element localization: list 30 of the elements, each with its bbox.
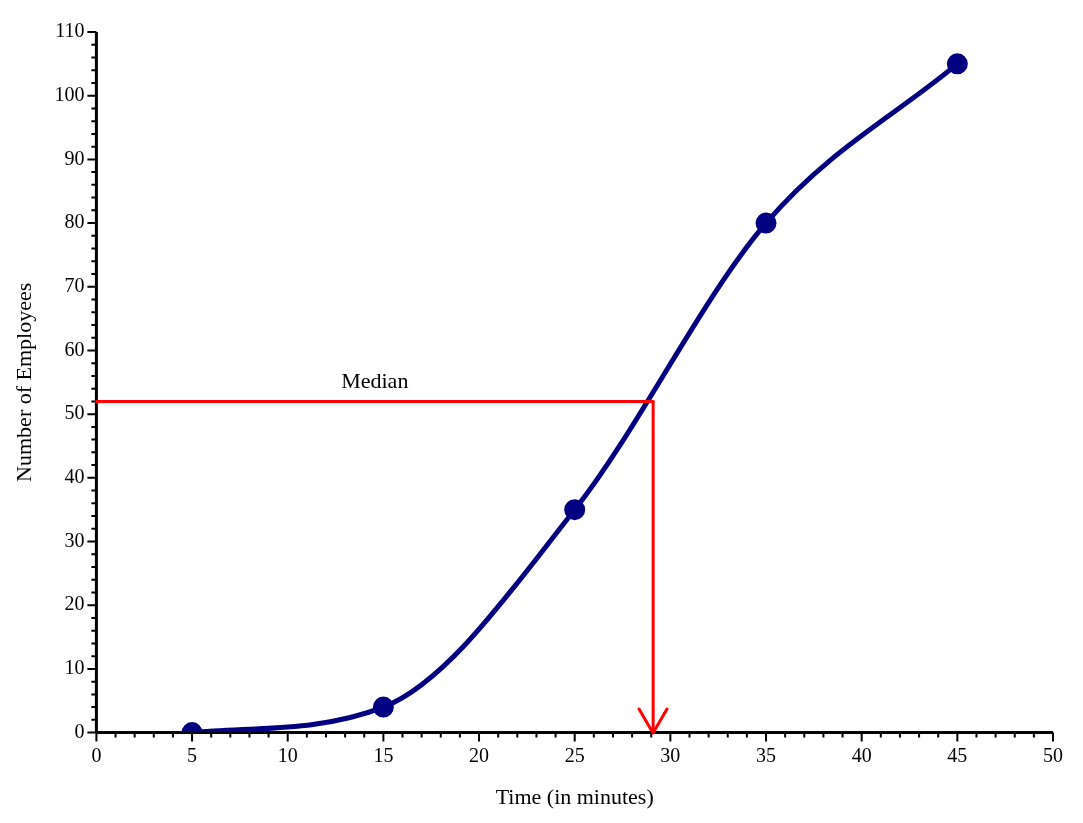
y-tick-label: 90 [64,146,85,169]
point [755,212,777,234]
x-tick-label: 15 [373,743,394,766]
x-tick-label: 5 [187,743,198,766]
y-tick-label: 30 [64,528,85,551]
x-tick-label: 20 [469,743,490,766]
x-tick-label: 40 [851,743,872,766]
y-axis-title: Number of Employees [10,282,36,482]
x-tick-label: 45 [947,743,968,766]
y-tick-label: 80 [64,210,85,233]
y-tick-label: 0 [74,719,85,742]
x-tick-label: 25 [564,743,585,766]
y-tick-label: 10 [64,656,85,679]
x-axis-title: Time (in minutes) [495,783,654,809]
x-tick-label: 35 [756,743,777,766]
x-tick-label: 10 [277,743,298,766]
x-tick-label: 30 [660,743,681,766]
y-tick-label: 110 [55,19,85,42]
point [564,499,586,521]
ref-line-label: Median [341,368,409,394]
y-tick-label: 70 [64,274,85,297]
y-tick-label: 60 [64,337,85,360]
y-tick-label: 20 [64,592,85,615]
x-tick-label: 50 [1043,743,1063,766]
y-tick-label: 50 [64,401,85,424]
point [946,53,968,75]
y-tick-label: 100 [54,82,85,105]
y-tick-label: 40 [64,465,85,488]
point [372,696,394,718]
x-tick-label: 0 [91,743,102,766]
